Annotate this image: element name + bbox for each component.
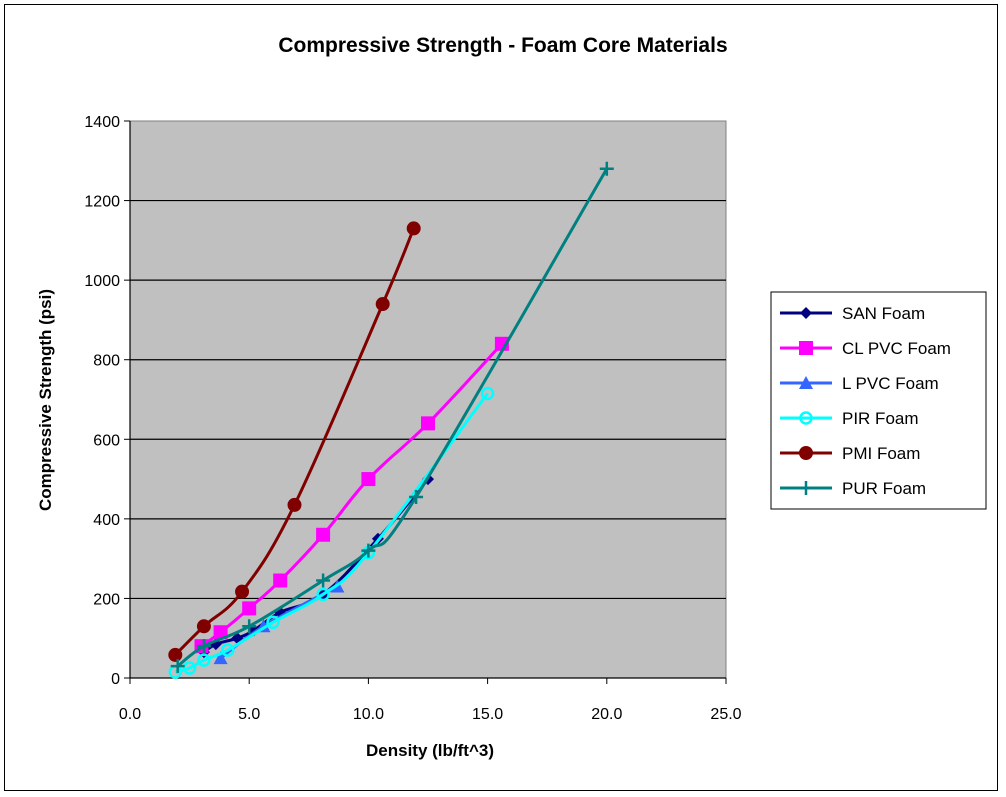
legend-entry-san-foam: SAN Foam [780, 304, 925, 323]
cl-pvc-foam-point [242, 601, 257, 616]
pur-foam-point [170, 659, 185, 674]
legend-swatch-marker [799, 481, 813, 495]
legend-swatch-marker [799, 341, 813, 355]
pmi-foam-point [196, 619, 211, 634]
x-tick-label: 10.0 [353, 706, 384, 723]
legend-label: PUR Foam [842, 479, 926, 498]
pur-foam-point [316, 573, 331, 588]
x-tick-label: 0.0 [119, 706, 141, 723]
pmi-foam-point [287, 497, 302, 512]
pir-foam-point [266, 615, 280, 630]
y-tick-label: 200 [93, 591, 120, 608]
legend-label: L PVC Foam [842, 374, 939, 393]
cl-pvc-foam-point [273, 573, 288, 588]
cl-pvc-foam-point [421, 416, 435, 431]
cl-pvc-foam-point [361, 472, 376, 487]
pmi-foam-point [168, 647, 183, 662]
x-axis-label: Density (lb/ft^3) [366, 741, 494, 760]
x-tick-label: 15.0 [472, 706, 503, 723]
pur-foam-point [409, 489, 424, 504]
legend-entry-pir-foam: PIR Foam [780, 409, 919, 428]
pur-foam-point [361, 543, 376, 558]
pmi-foam-point [406, 221, 421, 236]
pir-foam-point [316, 587, 330, 602]
pir-foam-line [174, 392, 489, 674]
legend-label: PIR Foam [842, 409, 919, 428]
x-tick-label: 5.0 [238, 706, 260, 723]
legend-entry-cl-pvc-foam: CL PVC Foam [780, 339, 951, 358]
pur-foam-point [196, 639, 211, 654]
l-pvc-foam-point [213, 651, 228, 665]
cl-pvc-foam-point [316, 527, 331, 542]
pmi-foam-point [375, 297, 390, 312]
pir-foam-point [220, 643, 235, 657]
pir-foam-point [182, 661, 197, 675]
y-tick-label: 800 [93, 353, 120, 370]
pir-foam-point [197, 653, 211, 667]
x-tick-label: 20.0 [591, 706, 622, 723]
pur-foam-line [176, 167, 609, 668]
pir-foam-point [480, 386, 495, 401]
pmi-foam-point [235, 584, 250, 599]
pmi-foam-series [168, 221, 421, 662]
legend-swatch-marker [800, 307, 812, 319]
legend-label: PMI Foam [842, 444, 920, 463]
pur-foam-series [170, 161, 614, 674]
chart-title: Compressive Strength - Foam Core Materia… [278, 34, 727, 57]
tick-labels: 0 200 400 600 800 1000 1200 1400 0.0 5.0 10.0 15.0 2… [84, 114, 741, 723]
pur-foam-point [599, 161, 614, 176]
y-axis-label: Compressive Strength (psi) [36, 289, 55, 511]
series-group [168, 161, 614, 679]
gridlines [130, 199, 726, 600]
pir-foam-series [168, 386, 495, 679]
legend-label: SAN Foam [842, 304, 925, 323]
y-tick-label: 400 [93, 512, 120, 529]
legend-box [770, 291, 987, 510]
y-tick-label: 1400 [84, 114, 120, 131]
y-tick-label: 1200 [84, 194, 120, 211]
legend-swatch-marker [799, 376, 813, 389]
legend-label: CL PVC Foam [842, 339, 951, 358]
y-tick-label: 0 [111, 671, 120, 688]
legend-swatch-marker [799, 411, 813, 425]
x-tick-label: 25.0 [710, 706, 741, 723]
legend-entry-l-pvc-foam: L PVC Foam [780, 374, 939, 393]
pur-foam-point [242, 619, 257, 634]
axes [124, 120, 727, 684]
legend-entry-pmi-foam: PMI Foam [780, 444, 920, 463]
legend-entry-pur-foam: PUR Foam [780, 479, 926, 498]
plot-area [129, 120, 727, 679]
legend-swatch-marker [799, 446, 813, 460]
legend: SAN Foam CL PVC Foam L PVC Foam PIR Foam PMI… [770, 291, 987, 510]
y-tick-label: 1000 [84, 273, 120, 290]
cl-pvc-foam-point [213, 625, 228, 640]
y-tick-label: 600 [93, 432, 120, 449]
